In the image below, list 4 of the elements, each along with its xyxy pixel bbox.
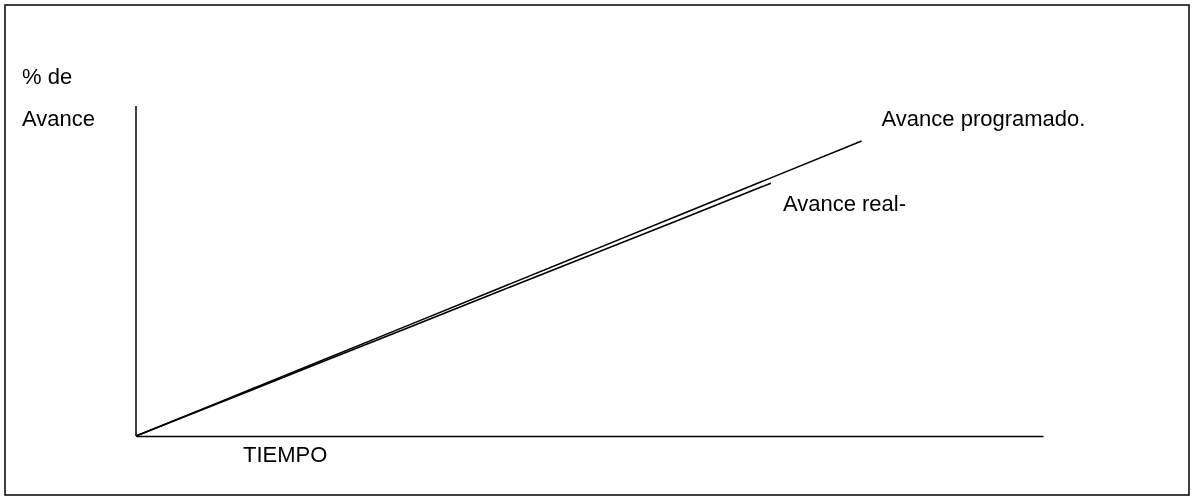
series-label: Avance programado. [881,106,1086,131]
y-axis-title: % de Avance [22,64,95,131]
series-label: Avance real- [782,191,907,217]
x-axis-title: TIEMPO [243,442,328,467]
